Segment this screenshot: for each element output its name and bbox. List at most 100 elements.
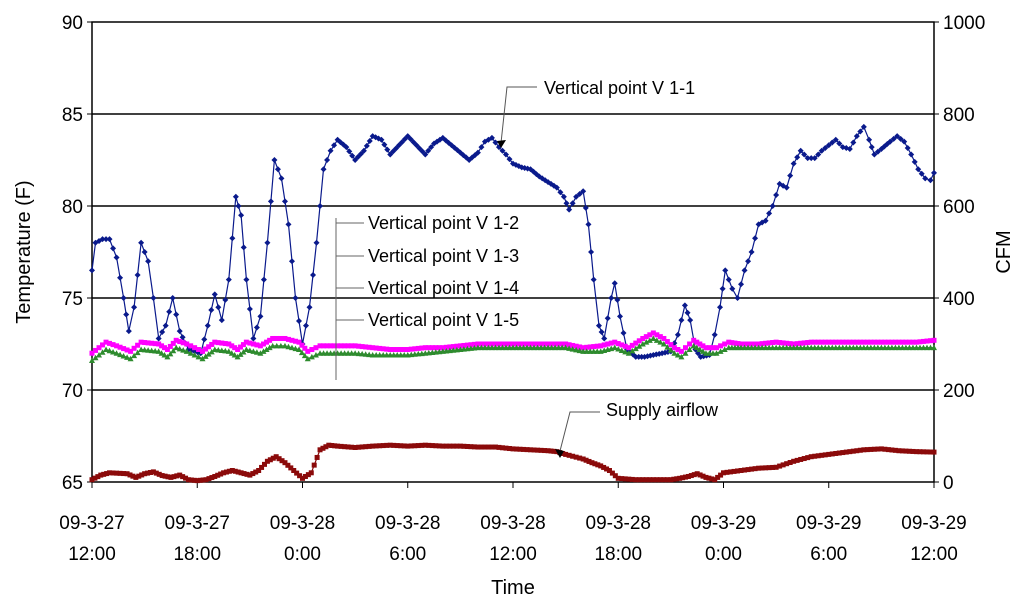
series-0-point-214 bbox=[783, 184, 790, 191]
series-1-point-90 bbox=[398, 347, 404, 353]
series-1-point-69 bbox=[324, 343, 330, 349]
series-1-point-110 bbox=[468, 342, 474, 348]
series-1-point-226 bbox=[875, 339, 881, 345]
series-1-point-231 bbox=[892, 339, 898, 345]
series-3-point-34 bbox=[191, 477, 197, 483]
series-0-point-211 bbox=[773, 191, 780, 198]
series-2-point-41 bbox=[228, 350, 235, 356]
series-3-point-163 bbox=[606, 468, 612, 473]
series-3-point-166 bbox=[615, 475, 621, 481]
series-2-point-21 bbox=[161, 352, 168, 358]
series-1-point-61 bbox=[296, 339, 302, 345]
series-3-point-55 bbox=[253, 469, 259, 475]
series-3-point-205 bbox=[742, 467, 748, 473]
x-axis-title: Time bbox=[491, 577, 535, 599]
series-3-point-239 bbox=[861, 447, 867, 453]
series-0-point-164 bbox=[617, 313, 624, 320]
series-3-point-101 bbox=[398, 443, 404, 449]
series-3-point-202 bbox=[731, 468, 737, 474]
series-2-point-60 bbox=[292, 345, 299, 352]
series-2-point-43 bbox=[234, 353, 241, 360]
series-3-point-198 bbox=[718, 472, 724, 478]
series-0-point-32 bbox=[201, 336, 208, 343]
series-3-point-251 bbox=[903, 448, 909, 454]
series-1-point-42 bbox=[232, 345, 238, 351]
series-1-point-41 bbox=[229, 343, 235, 349]
series-2-point-64 bbox=[304, 355, 311, 362]
series-0-point-39 bbox=[225, 276, 232, 283]
series-3-point-97 bbox=[384, 442, 390, 448]
series-0-point-46 bbox=[246, 306, 253, 313]
series-3-point-189 bbox=[691, 472, 697, 478]
series-2-point-156 bbox=[629, 347, 636, 354]
series-2-point-47 bbox=[246, 347, 253, 353]
series-3-point-201 bbox=[728, 469, 734, 475]
y2-tick-label-3: 600 bbox=[943, 197, 975, 218]
series-1-point-215 bbox=[836, 339, 842, 345]
series-2-point-49 bbox=[253, 349, 260, 355]
series-0-point-75 bbox=[346, 148, 353, 155]
series-1-point-27 bbox=[180, 340, 186, 346]
series-1-point-220 bbox=[854, 339, 860, 345]
series-0-point-58 bbox=[288, 258, 295, 265]
series-3-point-233 bbox=[840, 450, 846, 456]
series-0-point-44 bbox=[240, 244, 247, 251]
series-3-point-48 bbox=[232, 468, 238, 474]
series-1-point-3 bbox=[100, 342, 106, 348]
series-3-point-20 bbox=[150, 469, 156, 475]
x-tick-time-1: 18:00 bbox=[173, 544, 221, 565]
series-3-point-221 bbox=[798, 456, 804, 462]
x-tick-time-3: 6:00 bbox=[389, 544, 426, 565]
series-1-point-80 bbox=[363, 344, 369, 350]
series-0-point-232 bbox=[846, 145, 853, 152]
series-2-point-162 bbox=[650, 335, 657, 341]
series-3-point-71 bbox=[300, 475, 305, 481]
series-0-point-120 bbox=[478, 144, 485, 151]
series-1-point-165 bbox=[661, 335, 667, 341]
series-2-point-4 bbox=[103, 346, 110, 353]
series-0-point-184 bbox=[678, 317, 685, 324]
series-0-point-194 bbox=[711, 331, 718, 338]
series-3-point-120 bbox=[464, 443, 470, 449]
y-tick-label-4: 85 bbox=[62, 105, 83, 126]
series-1-point-35 bbox=[209, 341, 215, 347]
series-3-point-168 bbox=[622, 476, 628, 482]
series-3-point-162 bbox=[604, 466, 610, 472]
series-1-point-227 bbox=[878, 339, 884, 345]
series-0-point-146 bbox=[560, 193, 567, 200]
series-1-point-94 bbox=[412, 346, 418, 352]
series-0-point-149 bbox=[569, 200, 576, 207]
series-3-point-220 bbox=[794, 457, 800, 463]
series-3-point-102 bbox=[401, 443, 407, 449]
series-1-point-166 bbox=[664, 339, 670, 345]
series-3-point-57 bbox=[259, 464, 265, 470]
series-1-point-197 bbox=[773, 339, 779, 345]
gridlines bbox=[92, 113, 934, 391]
series-2-point-141 bbox=[576, 347, 583, 354]
series-0-point-160 bbox=[604, 315, 611, 322]
series-2-point-39 bbox=[222, 347, 229, 354]
series-0-point-255 bbox=[927, 177, 934, 184]
series-0-point-60 bbox=[295, 318, 302, 324]
series-0-point-68 bbox=[324, 157, 331, 163]
series-1-point-154 bbox=[622, 343, 628, 349]
series-1-point-118 bbox=[496, 341, 502, 347]
series-1-point-115 bbox=[485, 341, 491, 347]
series-3-point-124 bbox=[478, 444, 484, 450]
series-3-point-230 bbox=[829, 451, 835, 457]
series-0-point-64 bbox=[310, 272, 317, 278]
series-3-point-248 bbox=[892, 447, 898, 453]
series-2-point-5 bbox=[106, 347, 113, 354]
series-2-point-36 bbox=[211, 346, 218, 353]
series-1-point-176 bbox=[700, 343, 706, 349]
series-3-point-155 bbox=[583, 457, 589, 463]
series-3-point-1 bbox=[92, 475, 98, 481]
series-1-point-187 bbox=[738, 341, 744, 347]
series-1-point-230 bbox=[889, 339, 895, 345]
series-0-point-234 bbox=[853, 133, 860, 140]
series-1-point-236 bbox=[910, 339, 916, 345]
series-3-point-160 bbox=[598, 463, 604, 469]
series-1-point-26 bbox=[177, 339, 183, 345]
series-3-point-26 bbox=[168, 474, 174, 480]
series-2-point-2 bbox=[96, 352, 103, 358]
